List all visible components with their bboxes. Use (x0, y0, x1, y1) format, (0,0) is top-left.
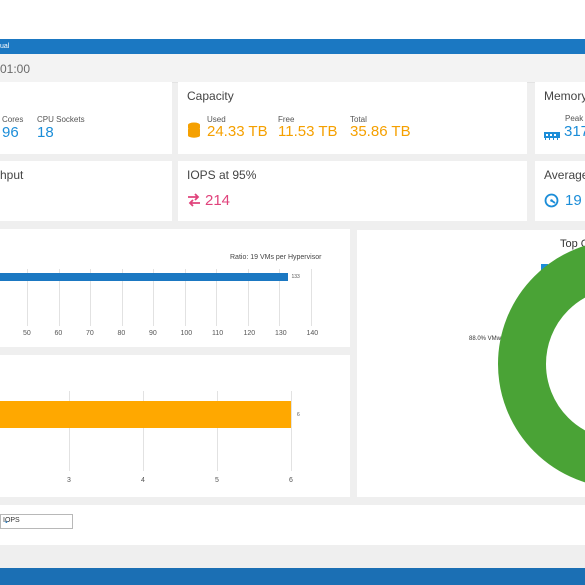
used-label: Used (207, 115, 226, 124)
metric-select[interactable]: IOPS ⌄ (0, 514, 73, 529)
ratio-gridline (121, 269, 123, 326)
ratio-tick-label: 120 (243, 330, 256, 337)
count-tick-label: 6 (289, 477, 293, 484)
count-chart-card: 3 4 5 6 6 (0, 355, 350, 497)
capacity-title: Capacity (187, 89, 234, 103)
top-os-title: Top O (560, 238, 585, 250)
iops-title: IOPS at 95% (187, 168, 257, 182)
donut-slice-vmware (498, 245, 585, 483)
cpu-card: Cores 96 CPU Sockets 18 (0, 82, 172, 154)
ratio-gridline (153, 269, 154, 326)
ratio-tick-label: 80 (117, 330, 126, 337)
used-value: 24.33 TB (207, 123, 268, 140)
cpu-sockets-value: 18 (37, 124, 54, 141)
ratio-tick-label: 100 (180, 330, 193, 337)
swap-arrows-icon (187, 193, 201, 207)
count-gridline (217, 391, 218, 471)
database-icon (187, 122, 201, 138)
ratio-gridline (27, 269, 28, 326)
iops-card: IOPS at 95% 214 (178, 161, 527, 221)
chevron-down-icon: ⌄ (3, 516, 10, 525)
slice-label-vmware: 88.0% VMware (469, 336, 510, 342)
count-tick-label: 4 (141, 477, 145, 484)
count-bar[interactable] (0, 401, 291, 428)
count-gridline (69, 391, 70, 471)
ratio-gridline (90, 269, 91, 326)
average-value: 19 (565, 192, 582, 209)
ratio-tick-label: 130 (275, 330, 287, 337)
cores-value: 96 (2, 124, 19, 141)
bottom-panel (0, 505, 585, 545)
ratio-gridline (279, 269, 280, 326)
ratio-tick-label: 70 (86, 330, 94, 337)
top-os-card: Top O Windows 88.0% VMware (357, 230, 585, 497)
time-display: 01:00 (0, 62, 31, 76)
metric-select-value: IOPS (3, 517, 20, 524)
count-gridline (291, 391, 292, 471)
free-value: 11.53 TB (278, 123, 338, 140)
peak-value: 317 (564, 123, 585, 140)
ratio-gridline (58, 269, 60, 326)
ratio-plot-area: 50 60 70 80 90 100 110 120 130 140 133 (0, 229, 350, 347)
average-title: Average (544, 168, 585, 182)
ratio-bar-label: 133 (291, 274, 300, 280)
total-label: Total (350, 115, 367, 124)
window-titlebar: ual (0, 39, 585, 54)
ratio-tick-label: 50 (23, 330, 31, 337)
ratio-gridline (310, 269, 312, 326)
capacity-card: Capacity Used 24.33 TB Free 11.53 TB Tot… (178, 82, 527, 154)
window-title: ual (0, 43, 10, 50)
ratio-label: Ratio: 19 VMs per Hypervisor (230, 254, 322, 261)
cores-label: Cores (2, 115, 24, 124)
cpu-sockets-label: CPU Sockets (37, 115, 85, 124)
ratio-chart-card: Ratio: 19 VMs per Hypervisor 50 60 70 80 90 1… (0, 229, 350, 347)
donut-chart (498, 245, 585, 483)
throughput-title: hput (0, 168, 24, 182)
ratio-gridline (247, 269, 249, 326)
ratio-tick-label: 60 (54, 330, 63, 337)
memory-module-icon (544, 127, 560, 140)
average-card: Average 19 (535, 161, 585, 221)
count-bar-label: 6 (297, 412, 300, 418)
memory-card: Memory Peak 317 (535, 82, 585, 154)
peak-label: Peak (565, 114, 584, 123)
throughput-card: hput (0, 161, 172, 221)
ratio-gridline (184, 269, 186, 326)
ratio-tick-label: 90 (149, 330, 157, 337)
count-gridline (143, 391, 144, 471)
gauge-icon (544, 193, 559, 208)
time-bar: 01:00 (0, 54, 585, 83)
iops-value: 214 (205, 192, 231, 209)
ratio-gridline (216, 269, 217, 326)
ratio-tick-label: 110 (212, 330, 224, 337)
memory-title: Memory (544, 89, 585, 103)
count-tick-label: 5 (215, 477, 219, 484)
free-label: Free (278, 115, 295, 124)
ratio-bar[interactable] (0, 273, 289, 281)
footer-bar (0, 568, 585, 585)
count-tick-label: 3 (67, 477, 71, 484)
count-plot-area: 3 4 5 6 6 (0, 355, 350, 497)
total-value: 35.86 TB (350, 123, 411, 140)
ratio-tick-label: 140 (306, 330, 319, 337)
